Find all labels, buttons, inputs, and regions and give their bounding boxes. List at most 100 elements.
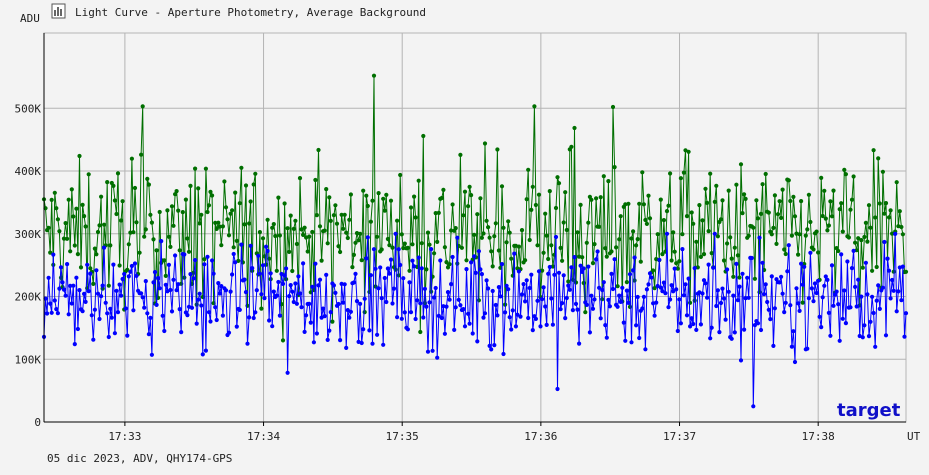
data-point xyxy=(524,278,529,283)
data-point xyxy=(809,286,815,291)
data-point xyxy=(291,299,296,305)
data-point xyxy=(635,237,640,242)
data-point xyxy=(564,227,569,233)
data-point xyxy=(259,306,264,311)
x-tick-label: 17:36 xyxy=(524,430,557,443)
data-point xyxy=(735,253,741,258)
data-point xyxy=(519,292,525,297)
data-point xyxy=(177,248,182,253)
data-point xyxy=(684,313,690,318)
data-point xyxy=(311,340,316,345)
data-point xyxy=(694,327,699,332)
data-point xyxy=(765,299,770,305)
target-series xyxy=(41,231,909,409)
data-point xyxy=(149,352,154,357)
data-point xyxy=(541,285,546,290)
data-point xyxy=(805,346,810,351)
data-point xyxy=(418,329,423,335)
data-point xyxy=(94,252,99,257)
data-point xyxy=(573,301,579,306)
data-point xyxy=(416,178,421,183)
data-point xyxy=(755,216,761,221)
data-point xyxy=(714,183,719,188)
data-point xyxy=(668,297,673,302)
data-point xyxy=(270,324,275,329)
data-point xyxy=(746,233,751,238)
data-point xyxy=(623,202,628,207)
data-point xyxy=(395,315,400,320)
data-point xyxy=(712,231,717,236)
data-point xyxy=(544,322,549,327)
data-point xyxy=(145,176,150,181)
data-point xyxy=(280,338,286,343)
data-point xyxy=(487,235,492,240)
data-point xyxy=(486,286,491,291)
data-point xyxy=(293,281,298,286)
data-point xyxy=(779,215,784,220)
data-point xyxy=(82,214,87,219)
data-point xyxy=(239,165,244,170)
data-point xyxy=(853,284,858,289)
data-point xyxy=(543,304,548,309)
data-point xyxy=(575,230,580,235)
data-point xyxy=(128,269,133,274)
data-point xyxy=(213,220,218,225)
data-point xyxy=(449,228,454,233)
data-point xyxy=(865,292,870,297)
data-point xyxy=(661,280,667,285)
data-point xyxy=(257,230,262,235)
data-point xyxy=(597,285,602,290)
data-point xyxy=(472,232,477,237)
data-point xyxy=(432,251,437,256)
data-point xyxy=(125,333,130,338)
data-point xyxy=(159,239,164,244)
data-point xyxy=(686,276,691,281)
data-point xyxy=(95,291,101,296)
data-point xyxy=(140,295,145,300)
data-point xyxy=(866,203,872,208)
data-point xyxy=(48,301,53,306)
data-point xyxy=(68,249,73,254)
data-point xyxy=(61,287,67,292)
data-point xyxy=(894,309,899,314)
data-point xyxy=(885,256,890,261)
data-point xyxy=(691,221,696,226)
data-point xyxy=(444,304,449,309)
data-point xyxy=(442,331,447,336)
data-point xyxy=(473,270,478,275)
data-point xyxy=(886,268,892,273)
data-point xyxy=(231,245,236,250)
data-point xyxy=(152,270,158,275)
data-point xyxy=(63,221,68,226)
data-point xyxy=(876,156,881,161)
data-point xyxy=(205,209,210,215)
data-point xyxy=(362,296,367,301)
data-point xyxy=(513,324,519,329)
y-tick-label: 200K xyxy=(15,291,42,304)
data-point xyxy=(873,215,878,220)
data-point xyxy=(594,196,599,201)
y-tick-label: 300K xyxy=(15,228,42,241)
data-point xyxy=(91,281,96,286)
data-point xyxy=(464,258,469,263)
data-point xyxy=(686,149,691,154)
data-point xyxy=(200,352,205,357)
data-point xyxy=(176,282,181,287)
data-point xyxy=(796,301,801,306)
data-point xyxy=(381,342,386,347)
data-point xyxy=(572,255,577,260)
data-point xyxy=(603,246,608,251)
data-point xyxy=(126,242,131,247)
data-point xyxy=(77,153,82,159)
data-point xyxy=(481,315,486,320)
data-point xyxy=(866,334,872,339)
data-point xyxy=(271,222,276,227)
data-point xyxy=(788,303,793,308)
data-point xyxy=(317,224,323,229)
data-point xyxy=(708,336,713,341)
data-point xyxy=(243,183,249,188)
data-point xyxy=(843,172,849,177)
data-point xyxy=(890,277,895,283)
data-point xyxy=(450,202,455,207)
data-point xyxy=(206,310,212,315)
